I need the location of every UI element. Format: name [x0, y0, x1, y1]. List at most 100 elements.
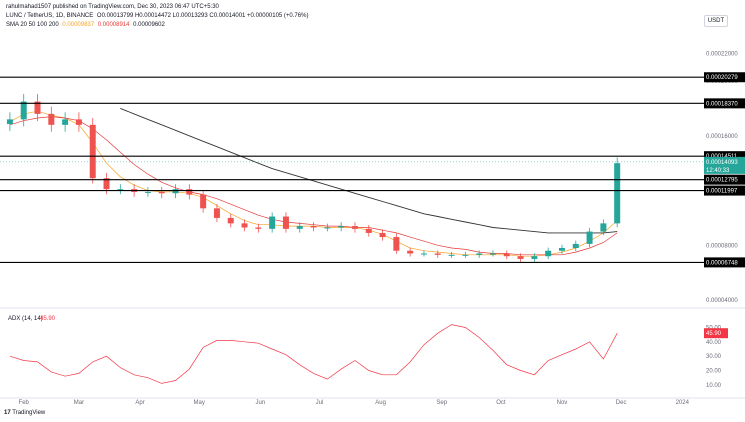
price-axis-tick-4: 0.00008000 — [706, 243, 738, 249]
candle-body — [75, 119, 82, 125]
level-label-1: 0.00018370 — [706, 101, 738, 107]
level-label-bg-5 — [704, 257, 745, 268]
candle — [310, 222, 317, 232]
candle-body — [103, 178, 110, 190]
candle-body — [586, 231, 593, 244]
candle-body — [296, 226, 303, 229]
sma20-line — [9, 110, 618, 257]
sma50-value: 0.00008914 — [97, 22, 130, 28]
candle — [600, 219, 607, 236]
candle-body — [379, 232, 386, 238]
candle — [614, 157, 621, 228]
time-axis-tick-2: Apr — [135, 400, 144, 406]
time-axis-tick-9: Nov — [557, 400, 568, 406]
adx-value-tag-label: 45.90 — [706, 331, 722, 337]
candle — [241, 219, 248, 232]
candle-body — [462, 254, 469, 256]
candle — [200, 189, 207, 213]
level-label-bg-1 — [704, 98, 745, 109]
symbol-line: LUNC / TetherUS, 1D, BINANCE O0.00013799… — [6, 13, 310, 19]
time-axis-tick-11: 2024 — [676, 400, 690, 406]
candle-body — [117, 189, 124, 191]
candle-body — [517, 256, 524, 259]
time-axis-tick-6: Aug — [375, 400, 386, 406]
ohlc-values: O0.00013799 H0.00014472 L0.00013293 C0.0… — [96, 13, 309, 19]
candle — [393, 233, 400, 254]
candle-body — [572, 243, 579, 248]
candle-body — [531, 256, 538, 259]
candle — [6, 112, 13, 131]
candle-body — [448, 254, 455, 256]
candle — [282, 212, 289, 233]
candle — [186, 184, 193, 200]
last-price-tag — [704, 156, 745, 174]
level-label-bg-3 — [704, 174, 745, 185]
candle-body — [503, 253, 510, 257]
adx-value-tag — [704, 328, 728, 339]
time-axis-tick-3: May — [194, 400, 205, 406]
candle — [269, 212, 276, 233]
candle-body — [227, 217, 234, 224]
candle-body — [338, 226, 345, 228]
candle-body — [48, 113, 55, 125]
candle — [144, 187, 151, 197]
candle — [89, 117, 96, 184]
sma200-line — [120, 107, 618, 234]
candle-body — [89, 124, 96, 179]
candle-body — [545, 250, 552, 257]
candle — [351, 222, 358, 233]
level-label-bg-0 — [704, 72, 745, 83]
symbol-name: LUNC / TetherUS, 1D, BINANCE — [6, 13, 94, 19]
currency-unit-button[interactable]: USDT — [704, 15, 728, 27]
candle — [462, 251, 469, 258]
candle-body — [324, 227, 331, 229]
adx-axis-tick-2: 30.00 — [706, 354, 722, 360]
candle — [476, 250, 483, 258]
sma20-value: 0.00009837 — [62, 22, 95, 28]
level-label-5: 0.00006748 — [706, 260, 738, 266]
price-axis-tick-2: 0.00016000 — [706, 134, 738, 140]
candle — [448, 251, 455, 258]
time-axis-tick-5: Jul — [316, 400, 324, 406]
candle — [48, 106, 55, 132]
candle — [545, 247, 552, 260]
adx-value-label: 45.90 — [40, 316, 56, 322]
sma-label: SMA 20 50 100 200 — [6, 22, 59, 28]
adx-title: ADX (14, 14) — [8, 316, 43, 322]
candle-body — [172, 189, 179, 194]
candle — [255, 223, 262, 233]
candle-body — [407, 250, 414, 254]
level-label-bg-4 — [704, 185, 745, 196]
candle — [338, 222, 345, 232]
candle-body — [600, 223, 607, 232]
time-axis-tick-0: Feb — [19, 400, 30, 406]
price-axis-tick-0: 0.00022000 — [706, 52, 738, 58]
candle-body — [489, 253, 496, 255]
candle — [34, 93, 41, 122]
candle — [407, 247, 414, 257]
time-axis-tick-7: Sep — [436, 400, 447, 406]
candle-body — [558, 248, 565, 251]
author-line: rahulmahad1507 published on TradingView.… — [6, 4, 219, 10]
candle-body — [351, 226, 358, 229]
candle — [517, 253, 524, 262]
candle — [117, 184, 124, 195]
candle-body — [420, 253, 427, 255]
candle — [158, 187, 165, 199]
last-price-label: 0.00014093 — [706, 160, 738, 166]
level-label-0: 0.00020279 — [706, 75, 738, 81]
candle-body — [158, 191, 165, 194]
last-price-countdown: 12:40:33 — [706, 168, 730, 174]
candle-body — [62, 119, 69, 125]
time-axis-tick-4: Jun — [255, 400, 265, 406]
candle-body — [6, 119, 13, 125]
candle — [213, 203, 220, 222]
candle-body — [614, 163, 621, 224]
candle — [586, 227, 593, 248]
candle-body — [434, 253, 441, 255]
sma200-value: 0.00009602 — [133, 22, 165, 28]
adx-axis-tick-3: 20.00 — [706, 368, 722, 374]
candle — [503, 250, 510, 260]
candle — [75, 112, 82, 132]
